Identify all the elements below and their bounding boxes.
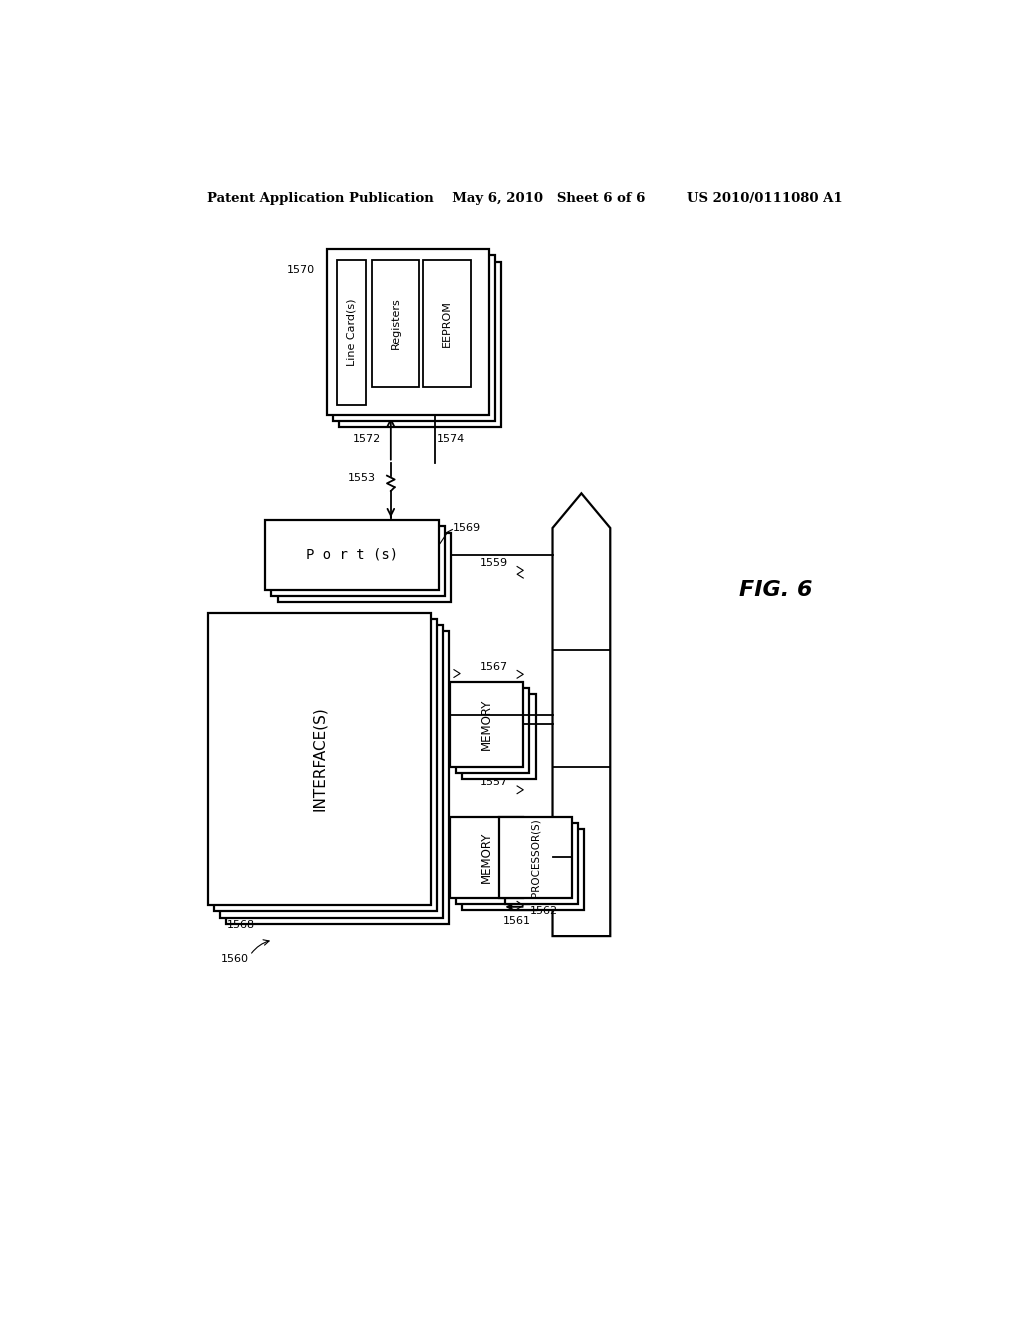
Bar <box>451 682 523 767</box>
Text: 1560: 1560 <box>220 954 249 964</box>
Bar <box>423 260 471 387</box>
Text: P o r t (s): P o r t (s) <box>306 548 398 562</box>
Text: Registers: Registers <box>390 298 400 350</box>
Text: 1563: 1563 <box>501 896 529 907</box>
Text: Patent Application Publication    May 6, 2010   Sheet 6 of 6         US 2010/011: Patent Application Publication May 6, 20… <box>207 191 843 205</box>
Text: 1567: 1567 <box>479 661 508 672</box>
Text: PROCESSOR(S): PROCESSOR(S) <box>530 818 541 896</box>
Text: 1561: 1561 <box>503 916 531 925</box>
Polygon shape <box>553 494 610 936</box>
Bar <box>208 612 431 906</box>
Bar <box>226 631 450 924</box>
Bar <box>499 817 571 898</box>
Bar <box>337 260 367 405</box>
Bar <box>214 619 437 911</box>
Bar <box>511 829 584 909</box>
Text: 1572: 1572 <box>352 434 381 445</box>
Text: MEMORY: MEMORY <box>480 832 494 883</box>
Bar <box>373 260 419 387</box>
Text: 1574: 1574 <box>437 434 465 445</box>
Text: INTERFACE(S): INTERFACE(S) <box>311 706 327 812</box>
Text: 1570: 1570 <box>288 265 315 275</box>
Bar <box>278 533 451 602</box>
Bar <box>457 822 529 904</box>
Bar <box>333 256 495 421</box>
Bar <box>220 626 443 917</box>
Bar <box>457 688 529 774</box>
Text: 1557: 1557 <box>479 777 508 787</box>
Bar <box>327 249 488 414</box>
Bar <box>451 817 523 898</box>
Text: 1559: 1559 <box>479 557 508 568</box>
Bar <box>505 822 578 904</box>
Text: 1568: 1568 <box>226 920 255 929</box>
Text: 1553: 1553 <box>347 473 376 483</box>
Text: Line Card(s): Line Card(s) <box>346 298 356 366</box>
Text: 1565: 1565 <box>418 660 446 671</box>
Text: 1562: 1562 <box>529 907 557 916</box>
Text: MEMORY: MEMORY <box>480 698 494 750</box>
Text: 1555: 1555 <box>480 892 508 903</box>
Bar <box>339 261 501 428</box>
Text: EEPROM: EEPROM <box>442 300 452 347</box>
Bar <box>463 694 536 779</box>
Text: FIG. 6: FIG. 6 <box>739 579 812 599</box>
Bar <box>463 829 536 909</box>
Text: 1569: 1569 <box>453 523 480 533</box>
Bar <box>265 520 438 590</box>
Bar <box>271 527 444 595</box>
